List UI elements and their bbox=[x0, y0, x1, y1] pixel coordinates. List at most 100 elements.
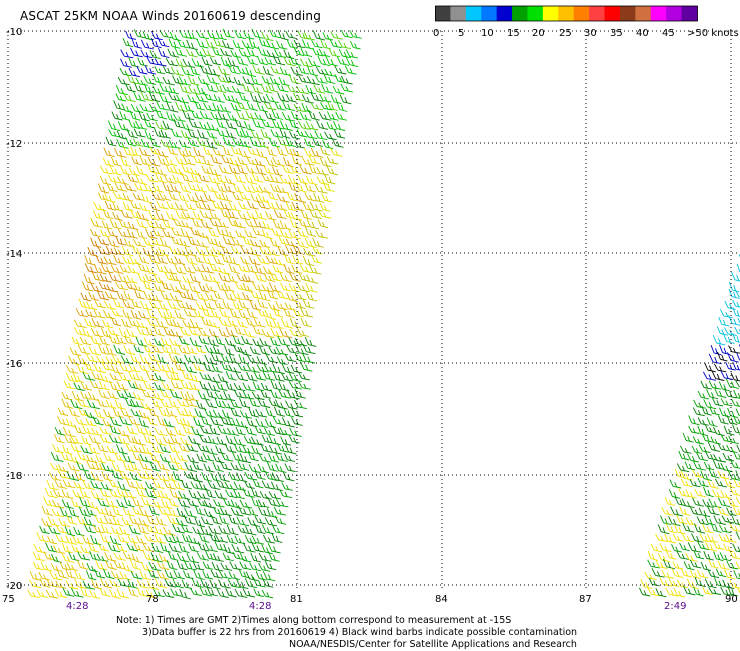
wind-barb bbox=[251, 93, 261, 103]
wind-barb bbox=[166, 408, 177, 417]
wind-barb bbox=[105, 508, 116, 517]
lat-label--12: -12 bbox=[6, 139, 22, 150]
wind-barb bbox=[147, 265, 158, 274]
wind-barb bbox=[192, 264, 205, 272]
wind-barb bbox=[104, 453, 115, 462]
wind-barb bbox=[91, 481, 103, 489]
wind-barb bbox=[150, 203, 160, 211]
wind-map: -10 -12 -14 -16 -18 -20 75 78 81 84 87 9… bbox=[0, 0, 740, 612]
wind-barb bbox=[225, 346, 235, 356]
wind-barb bbox=[78, 552, 90, 560]
lon-label-78: 78 bbox=[146, 594, 159, 605]
wind-barb bbox=[182, 580, 192, 589]
wind-barb bbox=[218, 472, 230, 482]
wind-barb bbox=[85, 255, 96, 265]
wind-barb bbox=[141, 401, 153, 410]
wind-barb bbox=[105, 291, 117, 299]
wind-barb bbox=[153, 229, 164, 238]
wind-barb bbox=[267, 462, 277, 472]
wind-barb bbox=[73, 536, 84, 545]
wind-barb bbox=[220, 309, 231, 318]
wind-barb bbox=[139, 254, 149, 263]
wind-barb bbox=[209, 228, 220, 237]
wind-barb bbox=[282, 483, 293, 491]
wind-barb bbox=[204, 464, 215, 473]
wind-barb bbox=[661, 516, 672, 525]
wind-barb bbox=[237, 111, 250, 121]
wind-barb bbox=[301, 308, 313, 318]
wind-barb bbox=[274, 507, 286, 515]
wind-barb bbox=[728, 471, 740, 481]
wind-barb bbox=[697, 570, 708, 578]
wind-barb bbox=[262, 481, 274, 489]
wind-barb bbox=[294, 93, 304, 101]
wind-barb bbox=[138, 58, 148, 66]
note-line-3: NOAA/NESDIS/Center for Satellite Applica… bbox=[289, 639, 577, 651]
wind-barb bbox=[113, 408, 123, 418]
wind-barb bbox=[164, 527, 176, 535]
wind-barb bbox=[273, 417, 285, 425]
wind-barb bbox=[135, 284, 145, 292]
wind-barb bbox=[257, 149, 268, 158]
wind-barb bbox=[108, 328, 119, 336]
wind-barb bbox=[287, 345, 299, 353]
wind-barb bbox=[704, 551, 714, 560]
wind-barb bbox=[120, 111, 130, 120]
wind-barb bbox=[204, 509, 215, 518]
wind-barb bbox=[51, 554, 61, 562]
wind-barb bbox=[168, 301, 181, 310]
wind-barb bbox=[105, 193, 116, 203]
wind-barb bbox=[724, 426, 734, 435]
wind-barb bbox=[247, 372, 258, 381]
wind-barb bbox=[217, 128, 228, 137]
wind-barb bbox=[290, 318, 301, 328]
wind-barb bbox=[714, 516, 726, 525]
wind-barb bbox=[307, 275, 319, 283]
wind-barb bbox=[323, 140, 334, 148]
wind-barb bbox=[251, 247, 261, 256]
wind-barb bbox=[193, 462, 203, 470]
wind-barb bbox=[179, 140, 191, 148]
wind-barb bbox=[187, 291, 197, 301]
wind-barb bbox=[155, 59, 166, 67]
wind-barb bbox=[173, 166, 186, 176]
wind-barb bbox=[287, 292, 299, 301]
wind-barb bbox=[147, 309, 158, 319]
wind-barb bbox=[252, 29, 264, 39]
wind-barb bbox=[223, 137, 235, 146]
wind-barb bbox=[245, 174, 258, 184]
wind-barb bbox=[161, 390, 172, 398]
wind-barb bbox=[301, 362, 313, 372]
wind-barb bbox=[128, 535, 138, 543]
wind-barb bbox=[215, 336, 225, 345]
wind-barb bbox=[723, 453, 734, 461]
wind-barb bbox=[177, 95, 189, 103]
wind-barb bbox=[247, 309, 258, 319]
wind-barb bbox=[95, 569, 106, 578]
wind-barb bbox=[121, 50, 133, 58]
wind-barb bbox=[709, 468, 720, 478]
wind-barb bbox=[239, 49, 251, 57]
wind-barb bbox=[207, 31, 219, 40]
wind-barb bbox=[145, 130, 155, 140]
wind-barb bbox=[253, 382, 264, 391]
wind-barb bbox=[204, 192, 215, 201]
time-label-3: 2:49 bbox=[664, 601, 686, 612]
wind-barb bbox=[101, 534, 111, 543]
wind-barb bbox=[180, 183, 191, 193]
wind-barb bbox=[101, 578, 113, 588]
time-label-2: 4:28 bbox=[249, 601, 271, 612]
wind-barb bbox=[40, 526, 50, 534]
wind-barb bbox=[269, 347, 281, 355]
wind-barb bbox=[117, 444, 128, 454]
wind-barb bbox=[313, 30, 325, 40]
wind-barb bbox=[62, 553, 75, 562]
wind-barb bbox=[292, 408, 303, 417]
wind-barb bbox=[219, 329, 229, 337]
wind-barb bbox=[734, 506, 740, 515]
wind-barb bbox=[98, 498, 110, 506]
wind-barb bbox=[213, 462, 224, 471]
wind-barb bbox=[251, 194, 263, 203]
wind-barb bbox=[735, 327, 740, 335]
wind-barb bbox=[714, 542, 725, 550]
